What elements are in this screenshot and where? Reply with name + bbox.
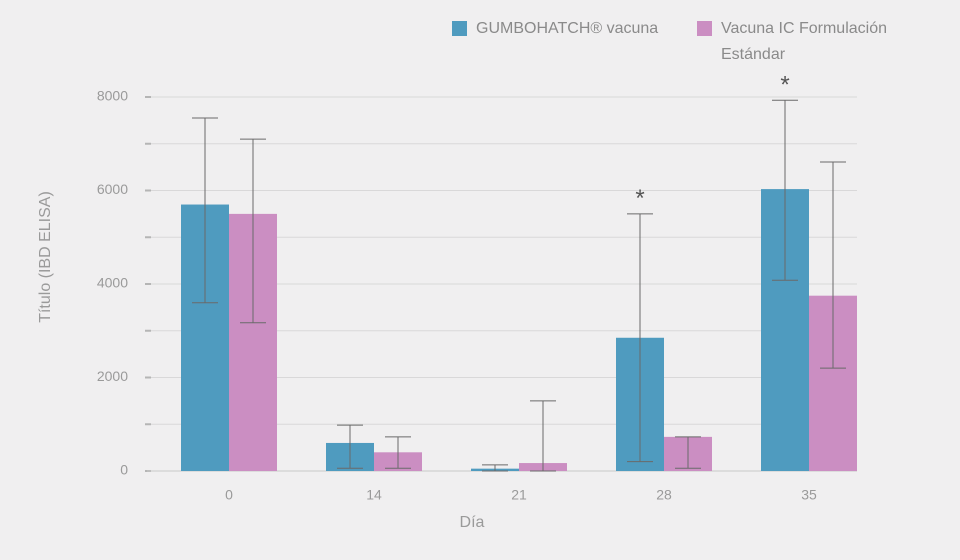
legend-swatch: [697, 21, 712, 36]
y-tick-label: 4000: [97, 275, 128, 291]
error-bar: [675, 436, 701, 469]
error-bar: [772, 99, 798, 281]
y-tick-label: 0: [120, 462, 128, 478]
error-bar: [192, 117, 218, 304]
error-bar: [337, 424, 363, 469]
annotation: *: [635, 185, 644, 212]
y-tick-label: 6000: [97, 181, 128, 197]
y-tick-label: 2000: [97, 368, 128, 384]
y-tick-label: 8000: [97, 88, 128, 104]
legend-label: GUMBOHATCH® vacuna: [476, 20, 659, 37]
error-bar: [627, 213, 653, 463]
legend-item: GUMBOHATCH® vacuna: [452, 16, 682, 42]
y-axis-label: Título (IBD ELISA): [37, 191, 54, 323]
legend-swatch: [452, 21, 467, 36]
x-tick-label: 21: [511, 487, 527, 503]
x-tick-label: 35: [801, 487, 817, 503]
error-bar: [820, 161, 846, 369]
x-axis-label: Día: [460, 514, 485, 531]
error-bar: [530, 400, 556, 472]
error-bar: [385, 436, 411, 469]
x-tick-label: 28: [656, 487, 672, 503]
legend-label: Vacuna IC Formulación Estándar: [721, 20, 887, 63]
x-tick-label: 0: [225, 487, 233, 503]
annotation: *: [780, 72, 789, 99]
error-bar: [240, 138, 266, 324]
error-bar: [482, 464, 508, 472]
legend-item: Vacuna IC Formulación Estándar: [697, 16, 897, 68]
x-tick-label: 14: [366, 487, 382, 503]
